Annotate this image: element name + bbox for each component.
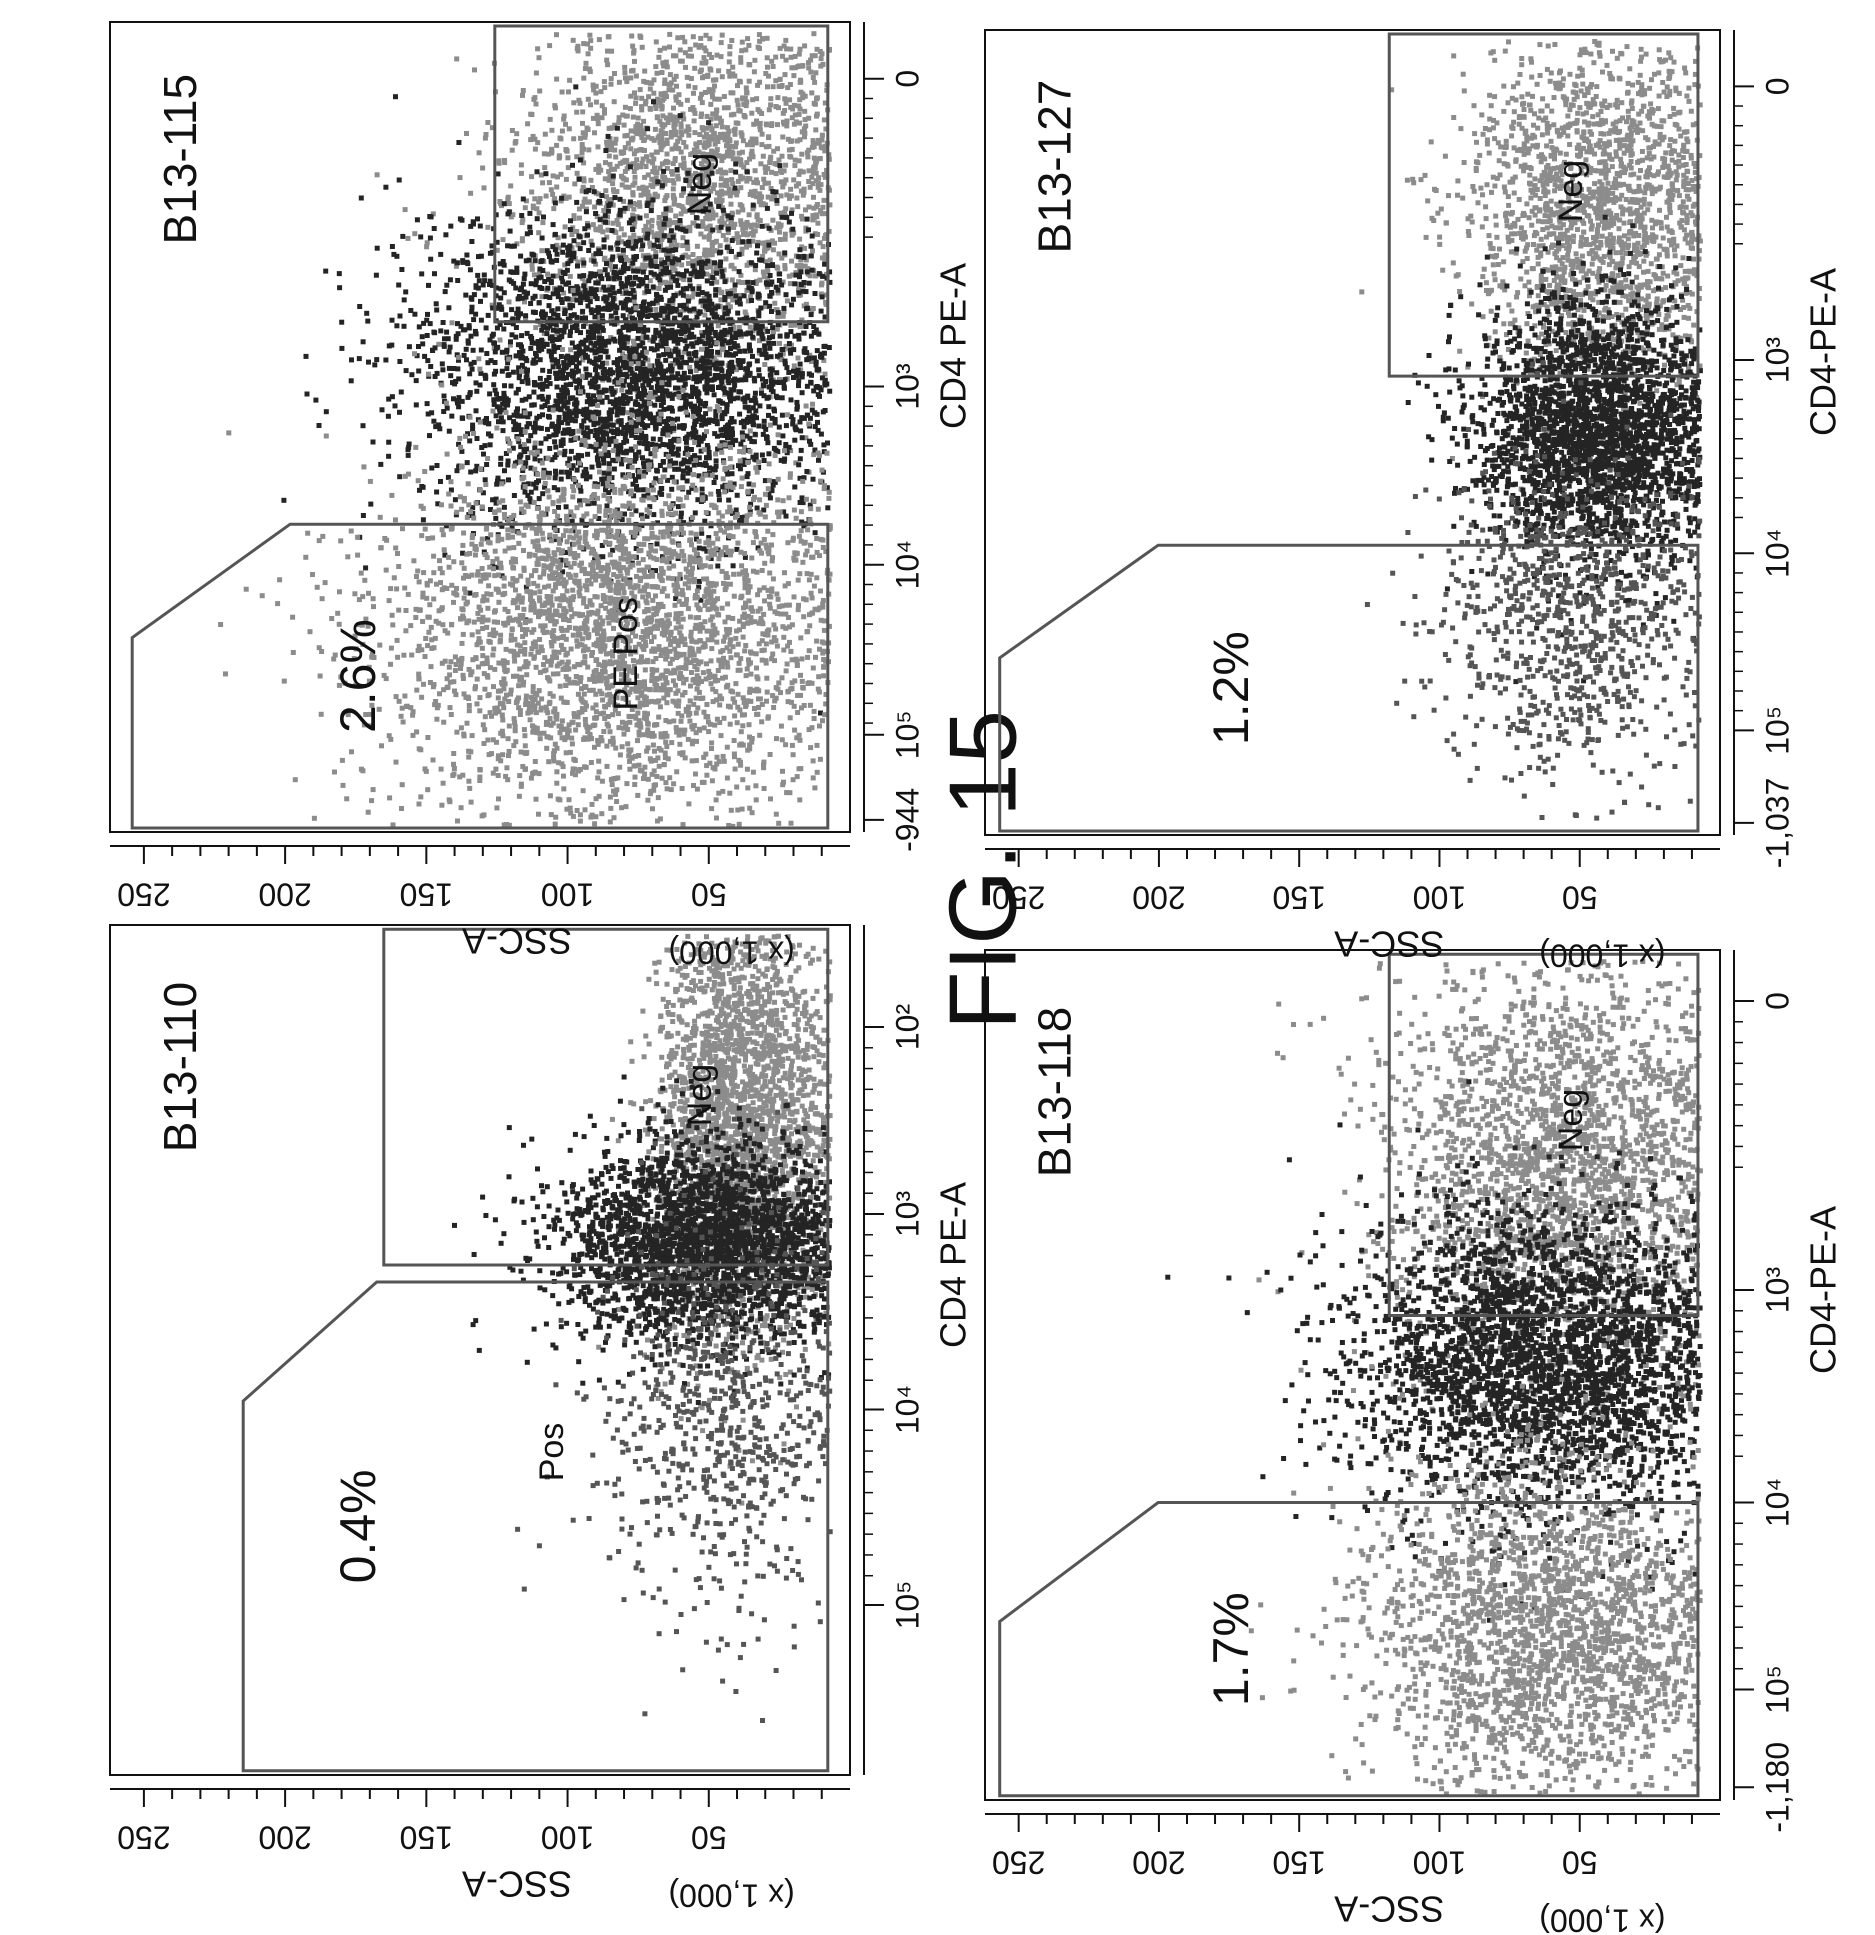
event-cloud [1359,39,1703,821]
sample-label: B13-118 [1029,1007,1081,1178]
x-axis-title: CD4-PE-A [1803,268,1844,436]
x-axis-title: CD4 PE-A [933,1182,974,1348]
x-tick-label: -944 [889,788,925,852]
x-tick-label: 10⁴ [889,540,925,589]
plot-frame [984,949,1721,1801]
x-tick-label: -1,037 [1759,778,1795,869]
x-tick-label: 10³ [1759,1267,1795,1314]
pos-gate-label: Pos [533,1423,571,1482]
neg-gate [382,927,830,1267]
y-tick-label: 150 [1273,880,1326,916]
gate-percent: 0.4% [330,1469,386,1583]
sample-label: B13-110 [154,982,206,1153]
y-axis-title: SSC-A [462,1863,572,1904]
y-tick-label: 250 [117,877,170,913]
x-tick-label: 10⁵ [1759,1665,1795,1714]
pos-gate [998,1501,1700,1798]
flow-plot-b13-127: B13-127 Neg 1.2% 50 100 150 200 250 SSC-A (x 1,00… [984,29,1844,974]
neg-gate-label: Neg [681,153,719,215]
x-tick-label: 10⁵ [1759,706,1795,755]
neg-gate [493,24,830,324]
y-tick-label: 50 [691,1820,727,1856]
y-axis-unit: (x 1,000) [1539,1903,1665,1935]
y-tick-label: 100 [541,877,594,913]
plot-frame [109,21,851,833]
y-tick-label: 100 [541,1820,594,1856]
y-tick-label: 50 [691,877,727,913]
y-tick-label: 250 [992,880,1045,916]
x-tick-label: 0 [1759,992,1795,1010]
plot-frame [109,924,851,1776]
x-tick-label: 0 [889,70,925,88]
y-tick-label: 200 [1132,1845,1185,1881]
y-axis-unit: (x 1,000) [1539,938,1665,974]
plot-frame [984,29,1721,836]
y-tick-label: 150 [1273,1845,1326,1881]
y-tick-label: 150 [400,1820,453,1856]
y-axis-title: SSC-A [1334,923,1444,964]
y-tick-label: 50 [1562,1845,1598,1881]
event-cloud [452,933,833,1723]
gate-percent: 1.7% [1203,1592,1259,1706]
x-tick-label: -1,180 [1759,1742,1795,1833]
x-tick-label: 10⁴ [1759,1478,1795,1527]
x-axis-title: CD4 PE-A [933,263,974,429]
neg-gate-label: Neg [681,1064,719,1126]
y-tick-label: 150 [400,877,453,913]
y-tick-label: 200 [258,877,311,913]
pos-gate [130,522,830,830]
neg-gate-label: Neg [1552,160,1590,222]
neg-gate-label: Neg [1552,1089,1590,1151]
y-axis-unit: (x 1,000) [668,1878,794,1914]
y-tick-label: 250 [117,1820,170,1856]
y-axis-title: SSC-A [1334,1888,1444,1929]
y-tick-label: 200 [258,1820,311,1856]
pos-gate [241,1280,830,1773]
x-tick-label: 0 [1759,77,1795,95]
y-tick-label: 200 [1132,880,1185,916]
pos-gate-label: PE Pos [607,597,645,710]
flow-plot-b13-115: B13-115 Neg PE Pos 2.6% 50 100 150 200 250 SSC-A (… [109,21,974,971]
neg-gate [1387,32,1700,378]
x-tick-label: 10⁴ [889,1385,925,1434]
x-tick-label: 10³ [889,1191,925,1238]
sample-label: B13-127 [1029,80,1081,254]
y-axis-title: SSC-A [462,920,572,961]
sample-label: B13-115 [154,74,206,245]
y-tick-label: 250 [992,1845,1045,1881]
pos-gate [998,543,1700,833]
gate-percent: 1.2% [1203,631,1259,745]
x-tick-label: 10³ [889,363,925,410]
x-tick-label: 10⁵ [889,1581,925,1630]
gate-percent: 2.6% [330,619,386,733]
y-axis-unit: (x 1,000) [668,935,794,971]
neg-gate [1387,952,1700,1317]
flow-plot-b13-110: B13-110 Neg Pos 0.4% 50 100 150 200 250 SSC-A (x 1… [109,924,974,1914]
flow-plot-b13-118: B13-118 Neg 1.7% 50 100 150 200 250 SSC-A (x 1,00… [984,949,1844,1935]
y-tick-label: 100 [1413,1845,1466,1881]
x-tick-label: 10⁴ [1759,529,1795,578]
x-tick-label: 10³ [1759,337,1795,384]
event-cloud [218,31,833,829]
figure-title: FIG. 15 [929,710,1036,1030]
x-tick-label: 10⁵ [889,710,925,759]
x-tick-label: 10² [889,1004,925,1051]
y-tick-label: 50 [1562,880,1598,916]
x-axis-title: CD4-PE-A [1803,1206,1844,1374]
y-tick-label: 100 [1413,880,1466,916]
